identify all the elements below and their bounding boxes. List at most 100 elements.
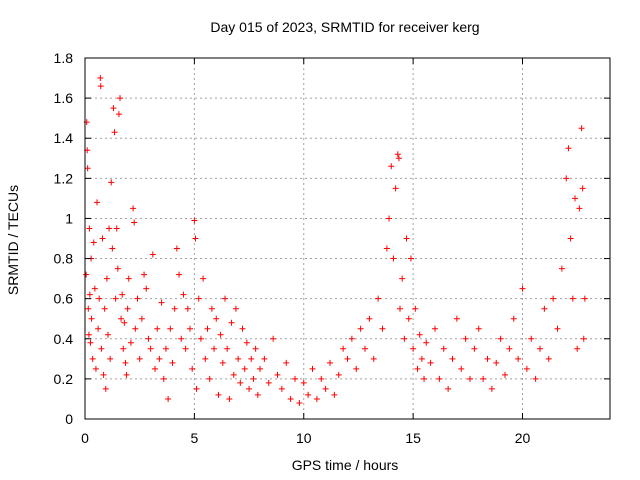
grid-lines bbox=[85, 58, 610, 419]
data-point bbox=[545, 355, 552, 362]
data-point bbox=[241, 365, 248, 372]
data-point bbox=[550, 295, 557, 302]
data-point bbox=[261, 355, 268, 362]
data-point bbox=[96, 295, 103, 302]
data-point bbox=[445, 385, 452, 392]
data-point bbox=[173, 245, 180, 252]
data-point bbox=[84, 165, 91, 172]
data-point bbox=[357, 325, 364, 332]
data-point bbox=[416, 331, 423, 338]
data-point bbox=[579, 185, 586, 192]
data-point bbox=[510, 315, 517, 322]
data-point bbox=[370, 355, 377, 362]
data-point bbox=[423, 339, 430, 346]
data-point bbox=[449, 355, 456, 362]
x-tick-label: 15 bbox=[405, 430, 421, 446]
data-point bbox=[99, 235, 106, 242]
axis-ticks bbox=[84, 57, 610, 420]
data-point bbox=[340, 345, 347, 352]
data-point bbox=[141, 271, 148, 278]
data-point bbox=[397, 305, 403, 312]
data-point bbox=[532, 375, 539, 382]
data-point bbox=[335, 371, 342, 378]
data-point bbox=[167, 325, 174, 332]
data-point bbox=[506, 345, 513, 352]
x-tick-label: 5 bbox=[190, 430, 198, 446]
data-point bbox=[432, 325, 438, 332]
data-point bbox=[558, 265, 565, 272]
data-point bbox=[85, 305, 92, 312]
data-point bbox=[537, 345, 543, 352]
data-point bbox=[528, 335, 535, 342]
data-point bbox=[246, 385, 253, 392]
data-point bbox=[401, 335, 408, 342]
data-point bbox=[318, 375, 325, 382]
data-point bbox=[98, 345, 105, 352]
y-tick-label: 0 bbox=[65, 411, 73, 427]
data-point bbox=[154, 325, 161, 332]
data-point bbox=[252, 345, 259, 352]
data-point bbox=[89, 355, 96, 362]
data-point bbox=[410, 345, 417, 352]
data-point bbox=[237, 379, 244, 386]
y-tick-label: 1.6 bbox=[54, 90, 74, 106]
data-point bbox=[327, 359, 333, 366]
data-point bbox=[390, 255, 397, 262]
data-point bbox=[189, 365, 196, 372]
data-point bbox=[348, 335, 355, 342]
data-point bbox=[344, 355, 351, 362]
y-tick-label: 1 bbox=[65, 210, 73, 226]
data-point bbox=[130, 205, 137, 212]
data-point bbox=[502, 371, 508, 378]
x-tick-label: 0 bbox=[81, 430, 89, 446]
data-point bbox=[132, 325, 139, 332]
data-point bbox=[574, 345, 581, 352]
data-point bbox=[572, 195, 578, 202]
data-point bbox=[131, 219, 138, 226]
data-point bbox=[375, 295, 382, 302]
data-point bbox=[162, 345, 169, 352]
data-point bbox=[250, 375, 257, 382]
data-point bbox=[497, 335, 504, 342]
data-point bbox=[106, 225, 113, 232]
data-point bbox=[563, 175, 570, 182]
x-tick-label: 10 bbox=[296, 430, 312, 446]
data-point bbox=[565, 145, 572, 152]
data-point bbox=[475, 325, 482, 332]
data-point bbox=[197, 335, 204, 342]
data-point bbox=[292, 375, 298, 382]
data-point bbox=[90, 239, 97, 246]
data-point bbox=[278, 385, 285, 392]
data-point bbox=[270, 335, 277, 342]
data-point bbox=[418, 355, 425, 362]
data-point bbox=[138, 315, 145, 322]
data-point bbox=[283, 359, 290, 366]
data-point bbox=[100, 371, 107, 378]
data-point bbox=[462, 335, 469, 342]
data-point bbox=[403, 235, 410, 242]
data-point bbox=[331, 391, 338, 398]
data-point bbox=[383, 245, 390, 252]
data-point bbox=[379, 325, 386, 332]
data-point bbox=[200, 275, 207, 282]
data-point bbox=[120, 345, 127, 352]
data-point bbox=[123, 371, 130, 378]
data-point bbox=[193, 385, 200, 392]
data-point bbox=[569, 295, 576, 302]
data-point bbox=[211, 345, 218, 352]
data-point bbox=[104, 331, 111, 338]
data-point bbox=[114, 265, 121, 272]
y-tick-label: 0.2 bbox=[54, 371, 74, 387]
y-tick-label: 0.4 bbox=[54, 331, 74, 347]
data-point bbox=[493, 359, 500, 366]
data-point bbox=[85, 331, 92, 338]
data-point bbox=[118, 315, 125, 322]
data-point bbox=[232, 305, 239, 312]
data-point bbox=[541, 305, 548, 312]
data-point bbox=[149, 251, 156, 258]
data-point bbox=[578, 125, 585, 132]
data-point bbox=[92, 365, 99, 372]
data-point bbox=[217, 331, 224, 338]
data-point bbox=[248, 355, 255, 362]
data-point bbox=[208, 305, 215, 312]
